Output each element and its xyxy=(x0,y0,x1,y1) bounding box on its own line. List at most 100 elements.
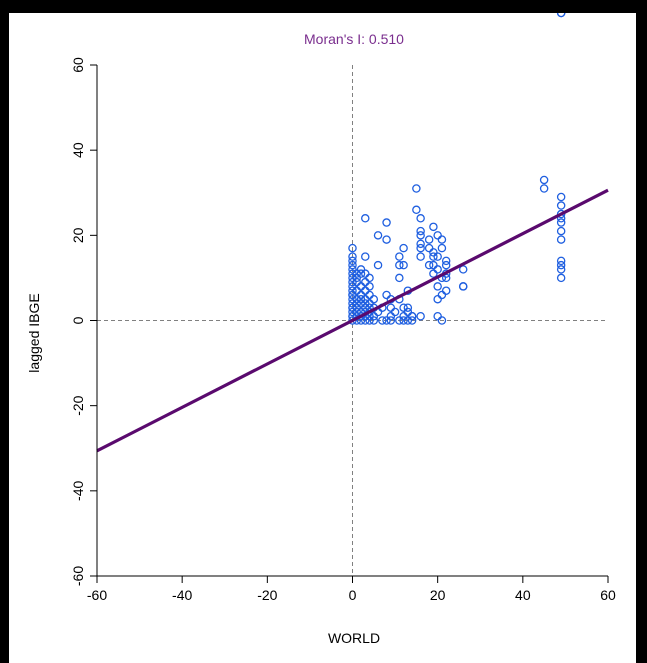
data-point xyxy=(556,260,566,270)
data-point xyxy=(416,311,425,321)
data-point xyxy=(429,222,438,232)
x-tick-label: 20 xyxy=(430,587,446,603)
data-points xyxy=(348,13,566,325)
data-point xyxy=(382,316,391,325)
data-point xyxy=(556,13,566,18)
data-point xyxy=(433,282,442,291)
axes: -60 -40 -20 0 20 40 60 -60 -40 -20 0 20 40 60 xyxy=(70,57,616,603)
data-point xyxy=(361,286,370,295)
data-point xyxy=(361,277,370,287)
data-point xyxy=(424,260,434,270)
data-point xyxy=(348,286,357,295)
data-point xyxy=(348,269,357,278)
data-point xyxy=(433,252,442,261)
y-tick-label: 60 xyxy=(70,57,86,73)
data-point xyxy=(437,290,447,300)
data-point xyxy=(437,243,447,253)
data-point xyxy=(416,243,425,253)
x-tick-label: -60 xyxy=(87,587,107,603)
data-point xyxy=(424,235,434,244)
data-point xyxy=(361,303,370,312)
data-point xyxy=(361,269,370,278)
data-point xyxy=(365,282,374,291)
data-point xyxy=(348,294,357,304)
data-point xyxy=(348,260,357,270)
data-point xyxy=(386,303,396,312)
data-point xyxy=(556,226,566,236)
data-point xyxy=(416,252,425,261)
data-point xyxy=(416,226,425,236)
data-point xyxy=(556,201,566,210)
data-point xyxy=(348,299,357,308)
data-point xyxy=(399,311,408,321)
data-point xyxy=(395,273,404,283)
data-point xyxy=(429,260,438,270)
data-point xyxy=(556,273,566,283)
data-point xyxy=(556,256,566,266)
data-point xyxy=(348,282,357,291)
data-point xyxy=(365,299,374,308)
data-point xyxy=(361,214,370,223)
y-tick-label: -20 xyxy=(70,395,86,415)
data-point xyxy=(458,282,468,291)
data-point xyxy=(356,294,366,304)
data-point xyxy=(352,303,362,312)
data-point xyxy=(433,231,442,240)
data-point xyxy=(416,239,425,249)
data-point xyxy=(373,231,383,240)
data-point xyxy=(407,316,417,325)
y-tick-label: -60 xyxy=(70,566,86,586)
data-point xyxy=(348,273,357,283)
data-point xyxy=(356,299,366,308)
data-point xyxy=(348,252,357,261)
data-point xyxy=(399,260,408,270)
data-point xyxy=(433,265,442,274)
data-point xyxy=(348,277,357,287)
data-point xyxy=(395,252,404,261)
data-point xyxy=(424,243,434,253)
data-point xyxy=(361,299,370,308)
data-point xyxy=(441,256,451,266)
data-point xyxy=(382,235,391,244)
data-point xyxy=(403,303,413,312)
data-point xyxy=(352,299,362,308)
x-tick-label: -20 xyxy=(257,587,277,603)
data-point xyxy=(399,303,408,312)
x-axis-label: WORLD xyxy=(328,630,380,646)
data-point xyxy=(352,269,362,278)
data-point xyxy=(386,311,396,321)
data-point xyxy=(382,290,391,300)
data-point xyxy=(361,316,370,325)
data-point xyxy=(539,175,549,185)
x-tick-label: 60 xyxy=(600,587,616,603)
data-point xyxy=(412,205,421,215)
data-point xyxy=(365,273,374,283)
x-tick-label: 40 xyxy=(515,587,531,603)
data-point xyxy=(556,192,566,202)
data-point xyxy=(352,277,362,287)
data-point xyxy=(348,316,357,325)
data-point xyxy=(348,243,357,253)
data-point xyxy=(429,252,438,261)
data-point xyxy=(412,184,421,193)
data-point xyxy=(403,307,413,317)
scatter-plot: Moran's I: 0.510 -60 -40 -20 0 20 40 60-60-40-… xyxy=(26,13,616,646)
data-point xyxy=(373,260,383,270)
data-point xyxy=(395,260,404,270)
data-point xyxy=(429,269,438,278)
data-point xyxy=(416,214,425,223)
data-point xyxy=(348,307,357,317)
data-point xyxy=(395,316,404,325)
regression-line xyxy=(96,188,609,453)
y-axis-label: lagged IBGE xyxy=(26,293,42,372)
data-point xyxy=(352,294,362,304)
chart-panel: Moran's I: 0.510 -60 -40 -20 0 20 40 60 -60 -40-… xyxy=(9,13,636,663)
data-point xyxy=(429,248,438,257)
data-point xyxy=(437,316,447,325)
y-tick-label: 20 xyxy=(70,227,86,243)
y-tick-label: -40 xyxy=(70,481,86,501)
data-point xyxy=(365,316,374,325)
data-point xyxy=(352,307,362,317)
data-point xyxy=(441,260,451,270)
data-point xyxy=(356,282,366,291)
